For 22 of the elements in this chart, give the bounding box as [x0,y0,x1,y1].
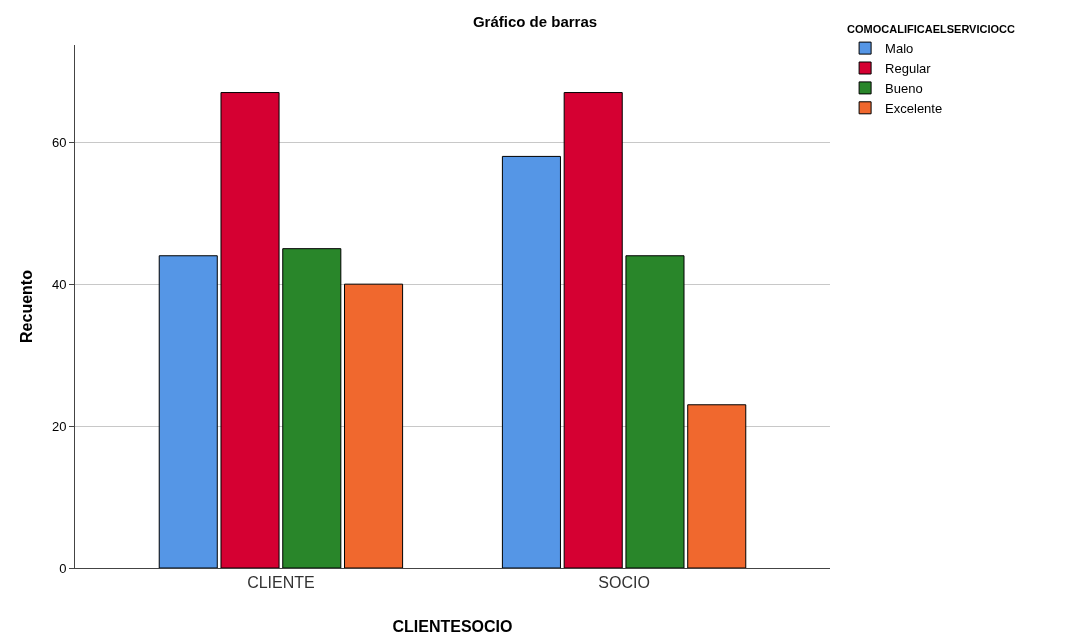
bar [625,255,685,568]
bar [220,92,280,568]
bar [344,283,404,568]
legend-label: Excelente [885,100,943,116]
y-tick-label: 20 [51,418,67,434]
bar [501,155,561,568]
y-tick-label: 0 [59,560,67,576]
legend-label: Malo [885,41,914,57]
y-tick-label: 40 [51,276,67,292]
y-axis-title: Recuento [17,269,35,343]
x-tick-label: SOCIO [598,574,650,592]
bar [282,248,342,568]
bar [687,404,747,568]
bar [158,255,218,568]
x-tick-label: CLIENTE [247,574,315,592]
x-axis-title: CLIENTESOCIO [392,617,513,635]
y-tick-label: 60 [51,134,67,150]
bar [563,92,623,568]
chart-title: Gráfico de barras [472,12,598,30]
legend-label: Regular [885,61,932,77]
legend-label: Bueno [885,80,923,96]
legend-title: COMOCALIFICAELSERVICIOCC [847,23,1016,36]
